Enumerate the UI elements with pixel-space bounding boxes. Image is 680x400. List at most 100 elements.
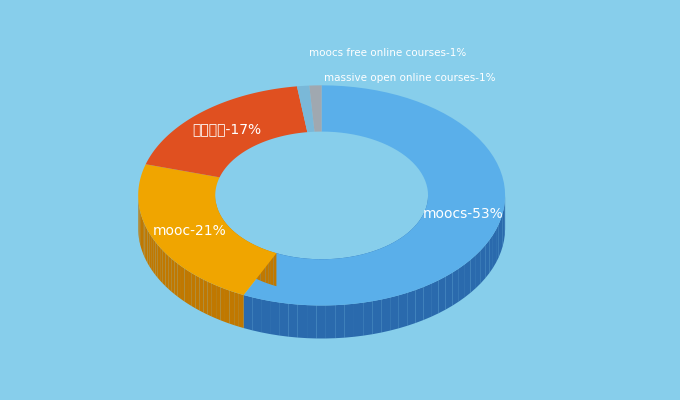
Polygon shape [216,286,220,320]
Polygon shape [326,305,335,338]
Polygon shape [256,246,258,280]
Polygon shape [248,242,251,276]
Polygon shape [367,252,371,286]
Polygon shape [207,282,211,316]
Polygon shape [181,266,184,302]
Polygon shape [229,227,231,262]
Polygon shape [363,301,373,336]
Polygon shape [203,280,207,315]
Polygon shape [226,224,228,259]
Polygon shape [465,260,471,297]
Text: mooc-21%: mooc-21% [152,224,226,238]
Polygon shape [414,224,417,260]
Polygon shape [394,240,398,276]
Polygon shape [439,276,445,313]
Polygon shape [268,251,271,284]
Polygon shape [168,256,171,292]
Polygon shape [236,234,238,268]
Polygon shape [253,244,256,278]
Polygon shape [252,297,261,332]
Polygon shape [398,238,401,273]
Polygon shape [313,259,319,292]
Polygon shape [421,215,423,251]
Polygon shape [424,209,426,245]
Polygon shape [143,221,144,257]
Polygon shape [163,250,165,286]
Polygon shape [390,295,398,330]
Polygon shape [373,300,381,334]
Polygon shape [188,271,192,306]
Polygon shape [225,222,226,257]
Polygon shape [144,224,146,260]
Polygon shape [146,227,148,263]
Polygon shape [496,224,498,262]
Polygon shape [452,268,459,306]
Polygon shape [419,218,421,254]
Polygon shape [238,235,240,270]
Polygon shape [243,295,252,330]
Polygon shape [288,304,298,338]
Text: ムークス-17%: ムークス-17% [192,122,262,136]
Polygon shape [139,208,140,244]
Polygon shape [153,239,155,275]
Polygon shape [184,268,188,304]
Polygon shape [224,221,225,256]
Polygon shape [354,303,363,337]
Polygon shape [242,238,244,272]
Polygon shape [381,247,385,282]
Polygon shape [219,212,220,247]
Polygon shape [151,236,153,272]
Polygon shape [234,292,239,327]
Polygon shape [258,246,260,281]
Polygon shape [356,255,361,289]
Polygon shape [260,248,263,282]
Polygon shape [423,212,424,248]
Polygon shape [230,291,234,325]
Polygon shape [239,294,243,328]
Polygon shape [270,301,279,336]
Polygon shape [324,259,330,292]
Polygon shape [341,258,345,291]
Polygon shape [424,284,431,320]
Polygon shape [407,290,415,326]
Polygon shape [228,226,229,260]
Polygon shape [501,213,503,252]
Polygon shape [246,240,248,275]
Polygon shape [345,304,354,338]
Polygon shape [298,304,307,338]
Polygon shape [141,215,142,251]
Polygon shape [385,245,390,280]
Polygon shape [415,287,424,323]
Polygon shape [431,280,439,317]
Polygon shape [405,233,408,268]
Polygon shape [361,253,367,288]
Polygon shape [481,245,486,283]
Polygon shape [308,259,313,292]
Polygon shape [335,258,341,292]
Polygon shape [486,240,490,278]
Polygon shape [459,264,465,302]
Polygon shape [330,259,335,292]
Polygon shape [319,259,324,292]
Polygon shape [503,208,504,246]
Polygon shape [493,230,496,268]
Text: moocs-53%: moocs-53% [423,207,503,221]
Polygon shape [417,221,419,257]
Polygon shape [158,245,160,281]
Polygon shape [220,287,225,322]
Polygon shape [243,85,505,306]
Polygon shape [390,242,394,278]
Polygon shape [307,305,316,338]
Polygon shape [401,235,405,271]
Polygon shape [309,85,322,132]
Polygon shape [504,202,505,240]
Polygon shape [398,293,407,328]
Polygon shape [371,250,376,285]
Polygon shape [426,202,428,239]
Polygon shape [218,210,219,245]
Text: moocs free online courses-1%: moocs free online courses-1% [309,48,466,58]
Polygon shape [174,261,177,297]
Polygon shape [335,305,345,338]
Polygon shape [192,273,196,308]
Polygon shape [279,302,288,337]
